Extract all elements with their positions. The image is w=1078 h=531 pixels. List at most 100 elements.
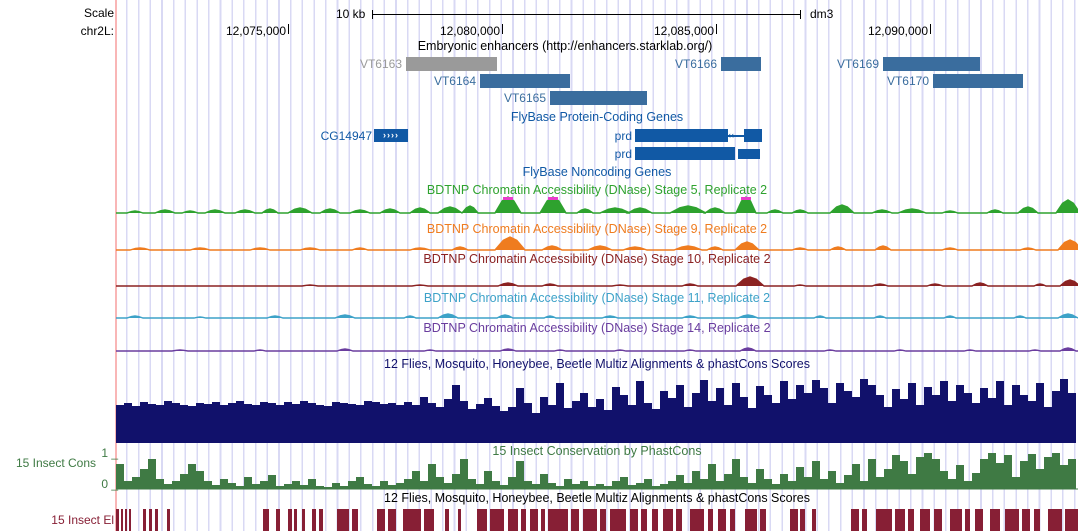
conserved-element-bar[interactable]: [583, 509, 597, 531]
conservation-bar[interactable]: [748, 483, 756, 489]
multiz-alignment-bar[interactable]: [148, 404, 156, 443]
conservation-bar[interactable]: [988, 453, 996, 489]
multiz-alignment-bar[interactable]: [188, 406, 196, 443]
conservation-bar[interactable]: [764, 479, 772, 489]
conserved-element-bar[interactable]: [490, 509, 504, 531]
conserved-element-bar[interactable]: [541, 509, 545, 531]
multiz-alignment-bar[interactable]: [1036, 383, 1044, 443]
multiz-alignment-bar[interactable]: [556, 383, 564, 443]
conservation-bar[interactable]: [380, 481, 388, 489]
conserved-element-bar[interactable]: [652, 509, 658, 531]
multiz-alignment-bar[interactable]: [780, 381, 788, 443]
conserved-element-bar[interactable]: [745, 509, 757, 531]
conservation-bar[interactable]: [908, 474, 916, 489]
track-title-stage14-title[interactable]: BDTNP Chromatin Accessibility (DNase) St…: [423, 321, 771, 335]
multiz-alignment-bar[interactable]: [732, 383, 740, 443]
conservation-bar[interactable]: [364, 484, 372, 489]
multiz-alignment-bar[interactable]: [476, 404, 484, 443]
enhancer-bar-VT6164[interactable]: [480, 74, 570, 88]
multiz-alignment-bar[interactable]: [1060, 379, 1068, 443]
multiz-alignment-bar[interactable]: [932, 395, 940, 443]
conservation-bar[interactable]: [492, 481, 500, 489]
conserved-element-bar[interactable]: [663, 509, 673, 531]
conserved-element-bar[interactable]: [508, 509, 518, 531]
multiz-alignment-bar[interactable]: [164, 401, 172, 443]
conservation-bar[interactable]: [676, 475, 684, 489]
conserved-element-bar[interactable]: [990, 509, 1000, 531]
enhancer-label-VT6170[interactable]: VT6170: [886, 74, 929, 88]
conservation-bar[interactable]: [932, 459, 940, 489]
conservation-bar[interactable]: [484, 471, 492, 489]
conservation-bar[interactable]: [572, 484, 580, 489]
multiz-alignment-bar[interactable]: [540, 397, 548, 443]
conserved-element-bar[interactable]: [630, 509, 638, 531]
multiz-alignment-bar[interactable]: [404, 402, 412, 443]
multiz-alignment-bar[interactable]: [1028, 401, 1036, 443]
conserved-element-bar[interactable]: [920, 509, 930, 531]
multiz-alignment-bar[interactable]: [412, 405, 420, 443]
conservation-bar[interactable]: [820, 479, 828, 489]
conservation-bar[interactable]: [212, 485, 220, 489]
enhancer-label-VT6163[interactable]: VT6163: [359, 57, 402, 71]
multiz-alignment-bar[interactable]: [964, 393, 972, 443]
wiggle-signal-stage9[interactable]: [116, 236, 1078, 251]
conserved-element-bar[interactable]: [121, 509, 123, 531]
enhancer-label-VT6165[interactable]: VT6165: [503, 91, 546, 105]
multiz-alignment-bar[interactable]: [956, 385, 964, 443]
conserved-element-bar[interactable]: [155, 509, 158, 531]
multiz-alignment-bar[interactable]: [436, 407, 444, 443]
multiz-alignment-bar[interactable]: [708, 401, 716, 443]
conserved-element-bar[interactable]: [276, 509, 280, 531]
conservation-bar[interactable]: [356, 477, 364, 489]
clip-marker-stage5[interactable]: [548, 197, 558, 200]
conservation-bar[interactable]: [252, 484, 260, 489]
conserved-element-bar[interactable]: [1065, 509, 1078, 531]
conserved-element-bar[interactable]: [965, 509, 970, 531]
elements-track-left-label[interactable]: 15 Insect El: [51, 513, 114, 527]
multiz-alignment-bar[interactable]: [860, 379, 868, 443]
conserved-element-bar[interactable]: [1034, 509, 1040, 531]
multiz-alignment-bar[interactable]: [196, 403, 204, 443]
conservation-bar[interactable]: [700, 479, 708, 489]
conservation-bar[interactable]: [980, 459, 988, 489]
conserved-element-bar[interactable]: [288, 509, 292, 531]
multiz-alignment-bar[interactable]: [380, 404, 388, 443]
multiz-alignment-bar[interactable]: [444, 399, 452, 443]
conservation-bar[interactable]: [244, 477, 252, 489]
enhancer-label-VT6169[interactable]: VT6169: [836, 57, 879, 71]
multiz-alignment-bar[interactable]: [996, 381, 1004, 443]
conservation-bar[interactable]: [772, 484, 780, 489]
multiz-alignment-bar[interactable]: [212, 402, 220, 443]
track-title-enhancers-title[interactable]: Embryonic enhancers (http://enhancers.st…: [417, 39, 713, 53]
conservation-bar[interactable]: [804, 477, 812, 489]
conservation-bar[interactable]: [292, 481, 300, 489]
multiz-alignment-bar[interactable]: [828, 403, 836, 443]
conservation-bar[interactable]: [500, 485, 508, 489]
multiz-alignment-bar[interactable]: [252, 405, 260, 443]
conserved-element-bar[interactable]: [125, 509, 127, 531]
track-title-stage10-title[interactable]: BDTNP Chromatin Accessibility (DNase) St…: [423, 252, 771, 266]
gene-label-prd[interactable]: prd: [614, 129, 632, 143]
conservation-track-left-label[interactable]: 15 Insect Cons: [15, 456, 96, 470]
gene-exon-prd[interactable]: [738, 148, 760, 159]
conserved-element-bar[interactable]: [521, 509, 526, 531]
conservation-bar[interactable]: [348, 481, 356, 489]
conserved-element-bar[interactable]: [337, 509, 349, 531]
conservation-bar[interactable]: [220, 479, 228, 489]
multiz-alignment-bar[interactable]: [244, 404, 252, 443]
conservation-bar[interactable]: [516, 461, 524, 489]
conservation-bar[interactable]: [684, 483, 692, 489]
multiz-alignment-bar[interactable]: [292, 404, 300, 443]
conservation-bar[interactable]: [660, 484, 668, 489]
multiz-alignment-bar[interactable]: [236, 401, 244, 443]
conservation-bar[interactable]: [236, 486, 244, 489]
conserved-element-bar[interactable]: [477, 509, 487, 531]
conservation-bar[interactable]: [868, 459, 876, 489]
conservation-bar[interactable]: [692, 471, 700, 489]
multiz-alignment-bar[interactable]: [884, 407, 892, 443]
conservation-bar[interactable]: [548, 483, 556, 489]
conservation-bar[interactable]: [564, 479, 572, 489]
multiz-alignment-bar[interactable]: [276, 405, 284, 443]
conservation-bar[interactable]: [524, 481, 532, 489]
conservation-bar[interactable]: [604, 486, 612, 489]
